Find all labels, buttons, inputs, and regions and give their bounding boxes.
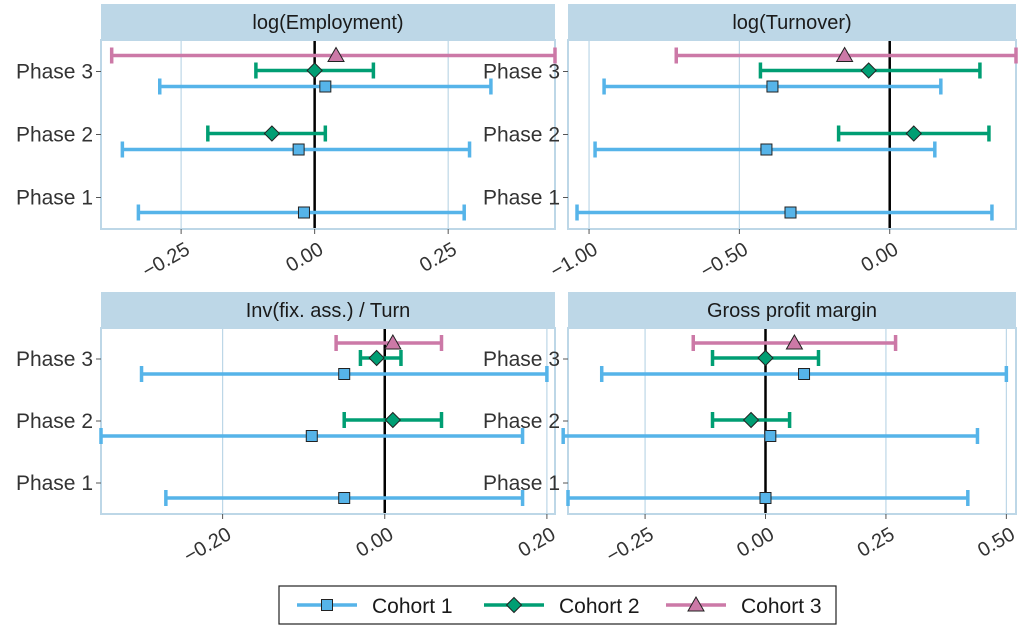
panel-title: log(Employment) [252,12,403,34]
panel-border [567,327,1017,515]
error-bar-cohort-1-phase-1 [575,204,994,221]
point-estimate-marker [759,492,772,504]
error-bar-cohort-2-phase-2 [342,411,444,429]
y-tick-label: Phase 1 [483,187,560,210]
legend: Cohort 1 Cohort 2 Cohort 3 [278,585,837,625]
y-tick-label: Phase 1 [16,187,93,210]
legend-label: Cohort 3 [741,595,822,618]
error-bar-cohort-2-phase-3 [758,62,982,79]
y-tick-label: Phase 2 [483,124,560,147]
error-bar-cohort-1-phase-3 [158,78,493,95]
error-bar-cohort-1-phase-3 [139,366,549,382]
panel-log-turnover: log(Turnover) Phase 1 Phase 2 Phase 3 −1.00 −… [483,4,1018,283]
point-estimate-marker [297,206,310,219]
y-tick-label: Phase 1 [16,472,93,495]
x-tick-label: 0.20 [515,523,560,562]
y-tick-label: Phase 1 [483,472,560,495]
error-bar-cohort-2-phase-2 [206,125,328,142]
error-bar-cohort-2-phase-2 [710,411,792,429]
point-estimate-marker [757,349,774,367]
error-bar-cohort-2-phase-3 [358,349,403,367]
error-bar-cohort-1-phase-2 [593,141,937,158]
point-estimate-marker [905,125,922,142]
panel-title: log(Turnover) [732,12,851,34]
y-tick-label: Phase 3 [483,348,560,371]
point-estimate-marker [784,206,797,219]
x-tick-label: 0.00 [282,238,327,277]
legend-box [278,585,837,625]
point-estimate-marker [764,430,777,442]
x-tick-label: −0.25 [139,238,194,282]
point-estimate-marker [384,411,402,429]
panel-strip [568,4,1016,40]
error-bar-cohort-3-phase-3 [109,46,557,64]
error-bar-cohort-1-phase-3 [599,366,1009,382]
y-tick-label: Phase 3 [483,61,560,84]
point-estimate-marker [766,80,779,93]
legend-item-cohort-1: Cohort 1 [297,595,453,618]
error-bar-cohort-1-phase-1 [164,490,525,506]
legend-marker [505,596,523,614]
error-bar-cohort-3-phase-3 [691,333,898,351]
legend-item-cohort-2: Cohort 2 [484,595,640,618]
point-estimate-marker [338,492,351,504]
y-tick-label: Phase 2 [483,410,560,433]
legend-item-cohort-3: Cohort 3 [666,595,822,618]
error-bar-cohort-3-phase-3 [334,333,444,351]
point-estimate-marker [338,368,351,380]
panel-inv-fix-ass-turn: Inv(fix. ass.) / Turn Phase 1 Phase 2 Phase… [16,292,559,568]
x-tick-label: −0.50 [697,238,752,282]
point-estimate-marker [742,411,760,429]
point-estimate-marker [319,80,332,93]
panel-strip [101,4,555,40]
x-tick-label: 0.25 [854,523,899,562]
y-tick-label: Phase 3 [16,348,93,371]
point-estimate-marker [292,143,305,156]
x-tick-label: 0.00 [857,238,902,277]
y-tick-label: Phase 2 [16,124,93,147]
point-estimate-marker [306,62,323,79]
error-bar-cohort-2-phase-2 [836,125,991,142]
y-tick-label: Phase 3 [16,61,93,84]
point-estimate-marker [835,46,854,62]
legend-label: Cohort 2 [559,595,640,618]
legend-marker [687,595,705,612]
error-bar-cohort-2-phase-3 [254,62,376,79]
error-bar-cohort-1-phase-1 [566,490,970,506]
x-tick-label: 0.50 [974,523,1019,562]
point-estimate-marker [860,62,877,79]
point-estimate-marker [263,125,281,142]
x-tick-label: 0.00 [353,523,398,562]
error-bar-cohort-3-phase-3 [674,46,1018,64]
error-bar-cohort-1-phase-2 [120,141,472,158]
error-bar-cohort-1-phase-1 [136,204,466,221]
point-estimate-marker [305,430,318,442]
y-tick-label: Phase 2 [16,410,93,433]
panel-strip [568,292,1016,328]
x-tick-label: 0.25 [416,238,461,277]
point-estimate-marker [798,368,811,380]
point-estimate-marker [327,46,345,62]
x-tick-label: 0.00 [733,523,778,562]
panel-gross-profit-margin: Gross profit margin Phase 1 Phase 2 Phase 3… [483,292,1019,568]
x-tick-label: −1.00 [547,238,602,282]
legend-marker [321,599,333,611]
point-estimate-marker [785,333,804,350]
error-bar-cohort-1-phase-3 [602,78,943,95]
error-bar-cohort-1-phase-2 [561,428,980,444]
error-bar-cohort-1-phase-2 [99,428,525,444]
point-estimate-marker [383,333,402,350]
point-estimate-marker [760,143,773,156]
x-tick-label: −0.20 [180,523,235,567]
panel-log-employment: log(Employment) Phase 1 Phase 2 Phase 3 −0.2… [16,4,557,283]
panel-title: Gross profit margin [707,300,877,322]
error-bar-cohort-2-phase-3 [710,349,821,367]
panel-strip [101,292,555,328]
x-tick-label: −0.25 [603,523,658,567]
legend-label: Cohort 1 [372,595,453,618]
panel-title: Inv(fix. ass.) / Turn [246,300,410,322]
point-estimate-marker [368,349,385,367]
